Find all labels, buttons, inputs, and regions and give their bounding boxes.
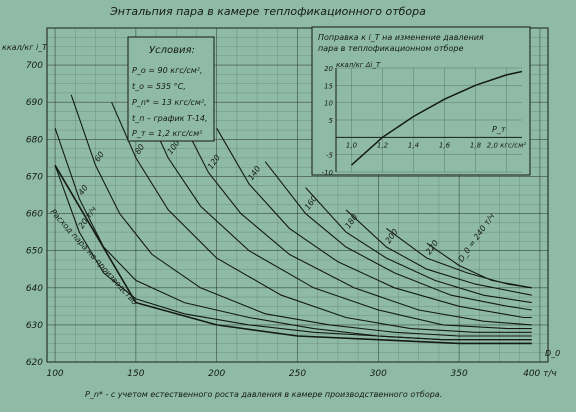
inset-y-tick-labels: -10 -5 5 10 15 20 — [322, 65, 334, 177]
inset-y-tick-label: -5 — [326, 152, 334, 160]
inset-y-axis-label: ккал/кг Δi_T — [336, 61, 381, 69]
inset-x-axis-symbol: P_т — [492, 125, 506, 134]
main-y-tick-label: 660 — [26, 210, 43, 220]
main-y-axis-label: ккал/кг i_T — [2, 43, 48, 52]
main-y-tick-label: 670 — [26, 172, 43, 182]
conditions-line-pn: P_n* = 13 кгс/см², — [132, 98, 207, 107]
main-y-tick-label: 640 — [26, 284, 43, 294]
main-x-axis-symbol: D_0 — [545, 349, 560, 358]
main-series — [54, 94, 532, 345]
inset-x-tick-label: 1,2 — [377, 141, 389, 149]
conditions-line-po: P_o = 90 кгс/см², — [132, 66, 203, 75]
inset-x-tick-label: 1,0 — [346, 141, 358, 149]
main-x-tick-label: 150 — [127, 369, 144, 379]
conditions-box: Условия: P_o = 90 кгс/см², t_o = 535 °С,… — [127, 36, 215, 142]
conditions-line-tp: t_п – график Т-14, — [132, 114, 208, 123]
inset-x-tick-labels: 1,0 1,2 1,4 1,6 1,8 2,0 кгс/см² — [346, 141, 526, 149]
main-y-tick-label: 650 — [26, 247, 43, 257]
main-x-axis-label: P_n* - с учетом естественного роста давл… — [85, 390, 442, 399]
inset-y-tick-label: 10 — [324, 100, 333, 108]
main-y-tick-label: 630 — [26, 321, 43, 331]
conditions-line-to: t_o = 535 °С, — [132, 82, 186, 91]
main-series-line — [426, 242, 532, 289]
main-y-tick-label: 700 — [26, 61, 43, 71]
main-series-line — [216, 127, 532, 319]
main-series-line — [111, 101, 532, 333]
main-y-tick-label: 680 — [26, 135, 43, 145]
inset-grid — [335, 67, 522, 173]
main-series-line — [175, 109, 532, 326]
inset-plot: Поправка к i_T на изменение давления пар… — [311, 26, 531, 177]
main-series-line — [70, 94, 532, 337]
main-x-tick-labels: 100 150 200 250 300 350 400 т/ч — [46, 369, 556, 379]
chart-title: Энтальпия пара в камере теплофикационног… — [109, 5, 426, 18]
main-x-tick-label: 250 — [289, 369, 306, 379]
main-y-tick-label: 690 — [26, 98, 43, 108]
inset-y-tick-label: 15 — [324, 82, 333, 90]
main-y-tick-labels: 620 630 640 650 660 670 680 690 700 — [26, 61, 43, 368]
inset-y-tick-label: -10 — [322, 169, 334, 177]
inset-title-line1: Поправка к i_T на изменение давления — [318, 33, 484, 42]
inset-y-tick-label: 20 — [324, 65, 333, 73]
inset-x-tick-label: 1,8 — [470, 141, 482, 149]
inset-series — [350, 70, 523, 166]
main-series-line — [264, 161, 532, 311]
conditions-heading: Условия: — [149, 45, 195, 56]
inset-y-tick-label: 5 — [329, 117, 334, 125]
main-x-tick-label: 300 — [370, 369, 387, 379]
main-x-tick-label: 350 — [451, 369, 468, 379]
main-x-tick-label: 400 т/ч — [523, 369, 557, 379]
inset-x-tick-label: 2,0 кгс/см² — [487, 141, 527, 149]
inset-title-line2: пара в теплофикационном отборе — [318, 44, 463, 53]
main-series-line — [345, 209, 532, 296]
conditions-frame — [127, 36, 215, 142]
main-x-tick-label: 200 — [208, 369, 225, 379]
inset-series-line — [350, 70, 523, 166]
main-series-line — [54, 128, 532, 341]
main-series-line — [305, 187, 532, 304]
main-x-tick-label: 100 — [46, 369, 63, 379]
main-y-tick-label: 620 — [26, 358, 43, 368]
conditions-line-pt: P_т = 1,2 кгс/см² — [132, 129, 203, 138]
inset-x-tick-label: 1,4 — [408, 141, 419, 149]
inset-x-tick-label: 1,6 — [439, 141, 451, 149]
main-series-line — [143, 105, 532, 330]
main-lower-envelope — [54, 164, 532, 345]
inset-frame — [311, 26, 531, 176]
